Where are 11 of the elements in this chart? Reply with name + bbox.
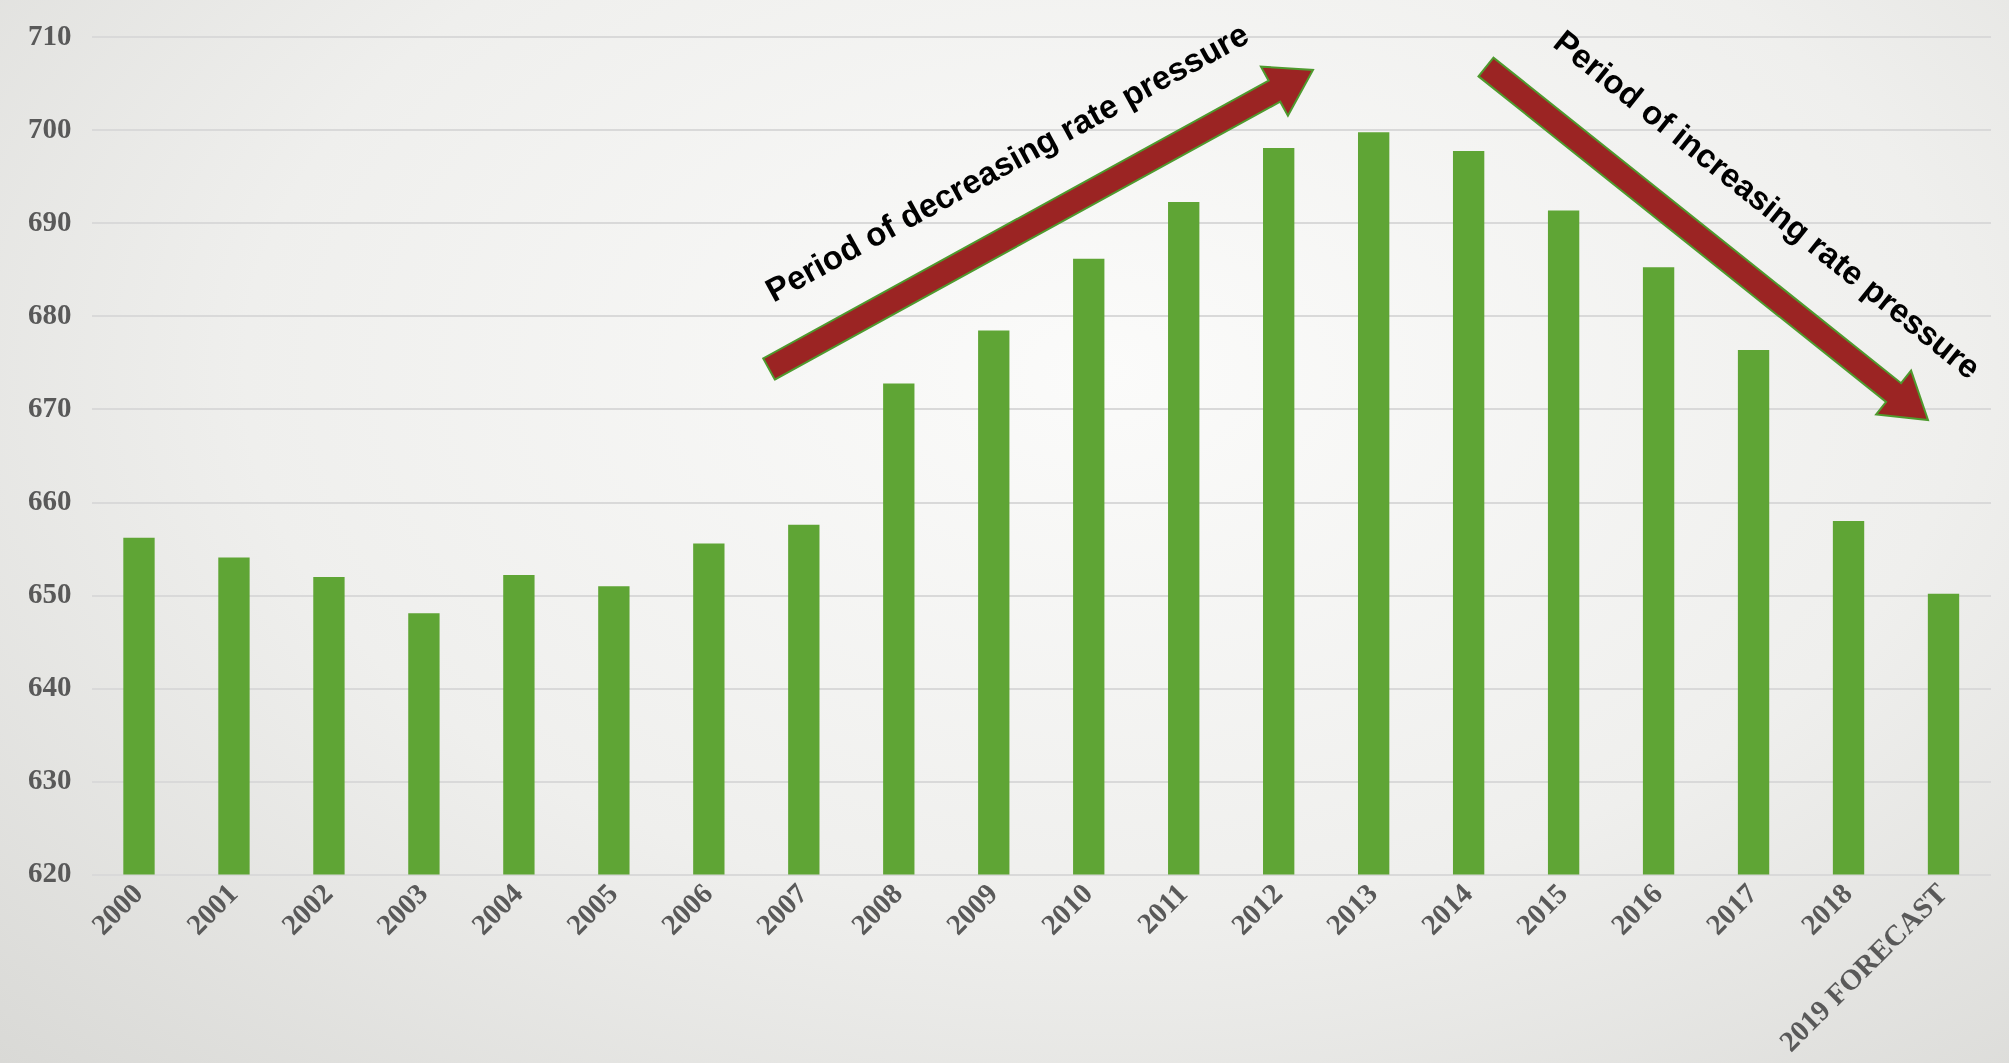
y-tick-label: 650	[28, 577, 72, 610]
y-tick-label: 680	[28, 297, 72, 330]
y-tick-label: 670	[28, 390, 72, 423]
y-tick-label: 690	[28, 204, 72, 237]
y-tick-label: 660	[28, 483, 72, 516]
x-tick-label: 2011	[1130, 876, 1194, 940]
y-tick-label: 620	[28, 856, 72, 889]
y-tick-label: 700	[28, 111, 72, 144]
y-tick-label: 710	[28, 18, 72, 51]
y-tick-label: 630	[28, 763, 72, 796]
y-tick-label: 640	[28, 670, 72, 703]
